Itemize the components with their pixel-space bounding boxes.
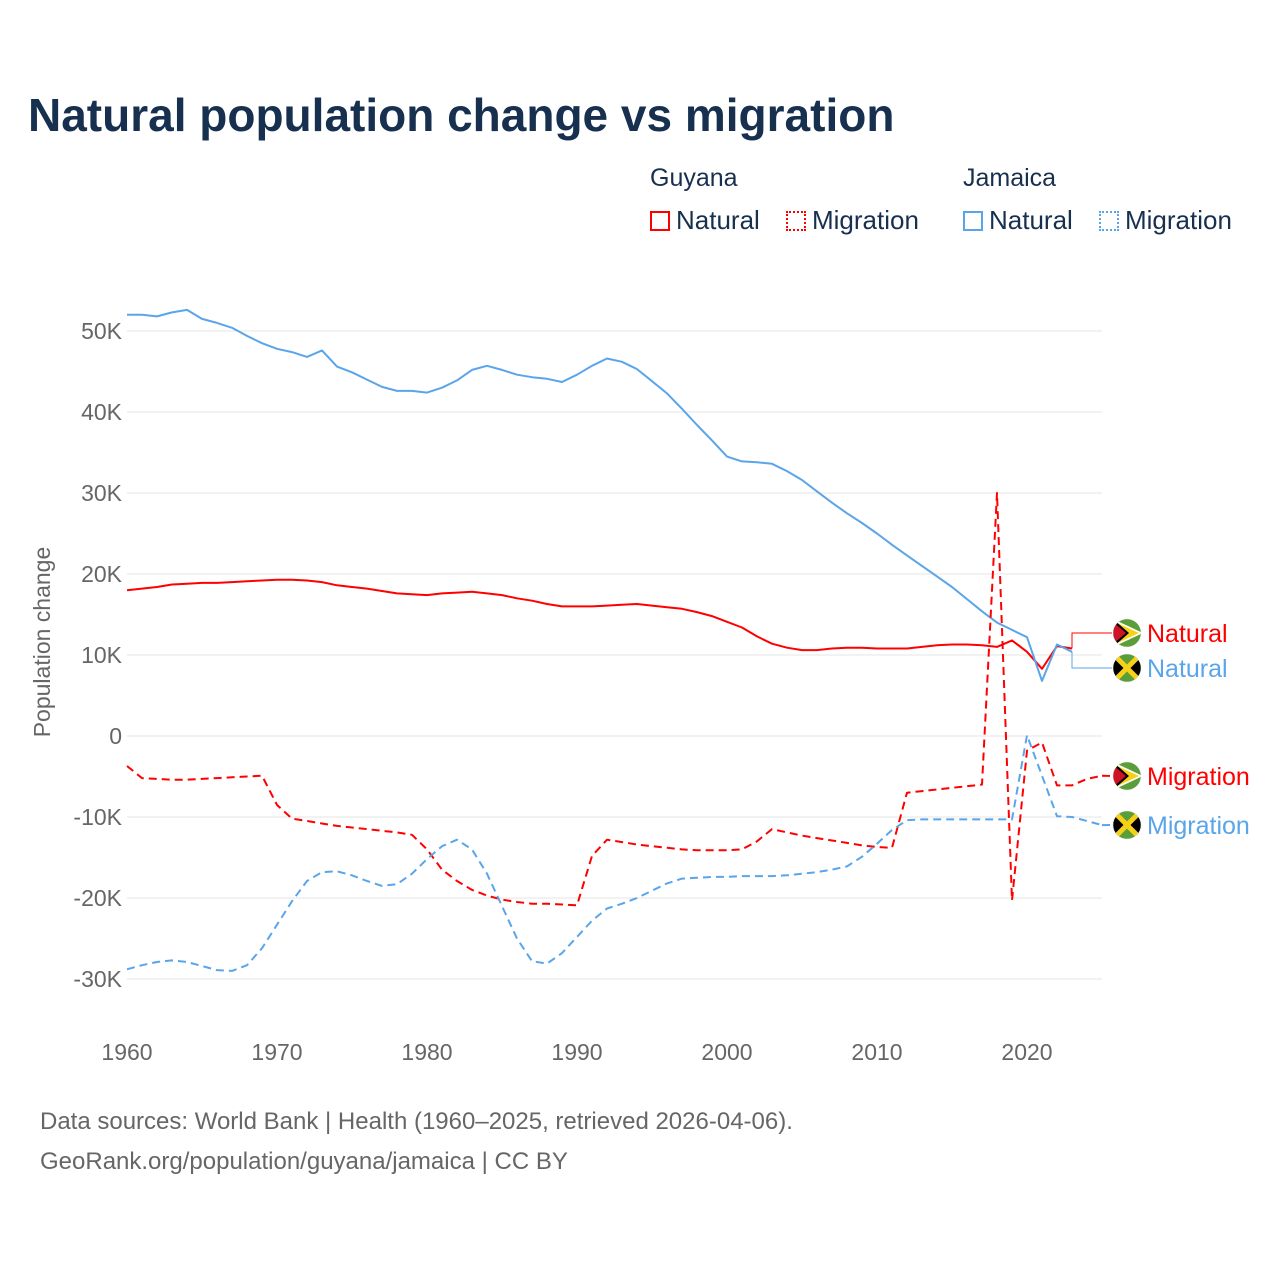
guyana-flag-icon (1113, 762, 1141, 790)
legend-swatch-dotted (1099, 210, 1119, 231)
jamaica-flag-icon (1113, 654, 1141, 682)
legend-guyana-natural[interactable]: Natural (650, 205, 760, 236)
legend-jamaica-natural[interactable]: Natural (963, 205, 1073, 236)
y-tick-label: -10K (73, 804, 122, 830)
leader-line (1071, 632, 1112, 649)
legend-swatch-solid (963, 210, 983, 231)
legend-swatch-solid (650, 210, 670, 231)
y-tick-label: -30K (73, 966, 122, 992)
footer-sources: Data sources: World Bank | Health (1960–… (40, 1108, 793, 1135)
series-line-jamaica-migration (126, 734, 1103, 972)
y-tick-label: 30K (81, 480, 123, 506)
footer-credit[interactable]: GeoRank.org/population/guyana/jamaica | … (40, 1148, 568, 1175)
y-tick-label: -20K (73, 885, 122, 911)
legend-label: Migration (1125, 205, 1232, 235)
y-tick-label: 10K (81, 642, 123, 668)
chart-title: Natural population change vs migration (28, 89, 895, 141)
end-label-jamaica-migration: Migration (1147, 812, 1250, 840)
jamaica-flag-icon (1113, 811, 1141, 839)
x-tick-label: 2010 (851, 1039, 902, 1065)
end-label-guyana-natural: Natural (1147, 620, 1228, 648)
x-tick-label: 1960 (101, 1039, 152, 1065)
leader-line (1071, 651, 1112, 669)
legend-swatch-dotted (786, 210, 806, 231)
x-tick-label: 1990 (551, 1039, 602, 1065)
x-tick-label: 1980 (401, 1039, 452, 1065)
flag-border (1112, 810, 1142, 840)
series-line-guyana-migration (126, 492, 1103, 907)
series-line-guyana-natural (126, 578, 1073, 670)
x-tick-label: 1970 (251, 1039, 302, 1065)
guyana-flag-icon (1113, 619, 1141, 647)
end-label-jamaica-natural: Natural (1147, 655, 1228, 683)
y-tick-label: 20K (81, 561, 123, 587)
y-tick-label: 0 (109, 723, 122, 749)
legend-jamaica-migration[interactable]: Migration (1099, 205, 1232, 236)
series-line-jamaica-natural (127, 308, 1073, 682)
legend-label: Natural (989, 205, 1073, 235)
y-tick-label: 50K (81, 318, 123, 344)
legend-group-guyana: Guyana (650, 164, 738, 192)
y-axis-label: Population change (29, 547, 55, 738)
legend-group-jamaica: Jamaica (963, 164, 1057, 192)
flag-border (1112, 761, 1142, 791)
legend-label: Natural (676, 205, 760, 235)
legend-guyana-migration[interactable]: Migration (786, 205, 919, 236)
end-label-guyana-migration: Migration (1147, 763, 1250, 791)
x-tick-label: 2000 (701, 1039, 752, 1065)
flag-border (1112, 653, 1142, 683)
flag-border (1112, 618, 1142, 648)
x-tick-label: 2020 (1001, 1039, 1052, 1065)
legend-label: Migration (812, 205, 919, 235)
y-tick-label: 40K (81, 399, 123, 425)
